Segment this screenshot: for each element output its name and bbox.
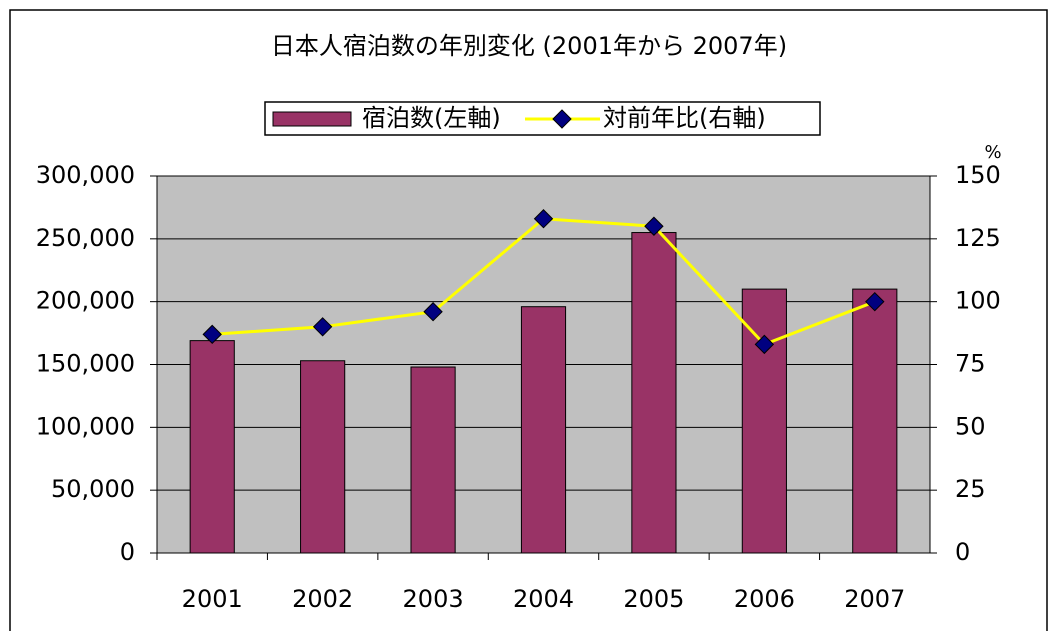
marker [423, 302, 443, 322]
marker [644, 216, 664, 236]
y-tick-label: 150,000 [36, 350, 135, 378]
chart-title: 日本人宿泊数の年別変化 (2001年から 2007年) [271, 32, 787, 60]
legend-label: 宿泊数(左軸) [362, 104, 501, 132]
bar [189, 340, 235, 554]
y-tick-label: 0 [120, 538, 135, 566]
y2-tick-label: 25 [955, 475, 986, 503]
y2-tick-label: 125 [955, 224, 1001, 252]
x-tick-label: 2004 [513, 585, 574, 613]
y-tick-label: 50,000 [51, 475, 135, 503]
x-tick-label: 2001 [182, 585, 243, 613]
y2-tick-label: 0 [955, 538, 970, 566]
bar [741, 288, 787, 554]
y2-tick-label: 150 [955, 161, 1001, 189]
y2-tick-label: 100 [955, 287, 1001, 315]
bar [852, 288, 898, 554]
bar [520, 306, 567, 554]
marker [865, 291, 885, 312]
legend-label: 対前年比(右軸) [603, 104, 766, 132]
x-tick-label: 2006 [734, 585, 795, 613]
y-tick-label: 200,000 [36, 287, 135, 315]
marker [754, 334, 775, 355]
y2-tick-label: 75 [955, 350, 986, 378]
marker [533, 209, 554, 229]
y2-tick-label: 50 [955, 412, 986, 440]
x-tick-label: 2005 [623, 585, 684, 613]
legend-swatch [272, 111, 352, 127]
y2-axis-label: % [984, 142, 1001, 163]
y-tick-label: 100,000 [36, 412, 135, 440]
x-tick-label: 2003 [403, 585, 464, 613]
marker [202, 324, 222, 345]
x-tick-label: 2007 [844, 585, 905, 613]
legend-swatch [552, 109, 572, 129]
bar [410, 366, 456, 554]
bar [631, 232, 677, 554]
bar [300, 360, 346, 554]
marker [312, 317, 333, 337]
x-tick-label: 2002 [292, 585, 353, 613]
y-tick-label: 300,000 [36, 161, 135, 189]
y-tick-label: 250,000 [36, 224, 135, 252]
